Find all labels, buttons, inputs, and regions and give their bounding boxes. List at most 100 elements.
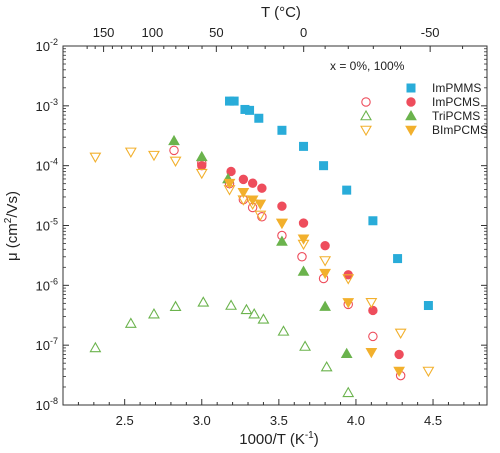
point-tripcms-x-0 — [169, 300, 182, 311]
x-tick-label: 4.0 — [347, 413, 365, 428]
point-bimpcms-x-0 — [365, 298, 378, 309]
legend-marker-impcms-filled — [406, 97, 416, 107]
legend-marker-bimpcms-filled — [405, 125, 417, 137]
point-impmms — [245, 105, 255, 115]
point-tripcms-x-0 — [225, 299, 238, 310]
point-bimpcms-x-0 — [148, 150, 160, 162]
legend-markers — [360, 83, 417, 137]
point-impcms-x-100 — [257, 183, 267, 193]
point-bimpcms-x-0 — [342, 274, 355, 285]
point-tripcms-x-0 — [148, 308, 160, 319]
legend-header: x = 0%, 100% — [330, 59, 405, 73]
point-bimpcms-x-0 — [195, 168, 208, 180]
point-tripcms-x-0 — [299, 340, 312, 351]
top-axis-title: T (°C) — [261, 4, 301, 21]
x-axis-title: 1000/T (K-1) — [239, 430, 319, 448]
y-tick-label: 10-7 — [36, 336, 58, 353]
point-tripcms-x-0 — [89, 341, 102, 353]
point-impmms — [319, 161, 329, 171]
point-impcms-x-100 — [320, 240, 330, 251]
point-impmms — [423, 301, 433, 311]
point-tripcms-x-100 — [195, 150, 208, 162]
point-bimpcms-x-100 — [223, 178, 236, 190]
top-tick-label: -50 — [421, 25, 440, 40]
point-impcms-x-100 — [277, 201, 287, 211]
point-bimpcms-x-0 — [254, 210, 267, 222]
point-impmms — [299, 141, 309, 151]
point-bimpcms-x-100 — [365, 348, 378, 359]
x-tick-label: 4.5 — [424, 413, 442, 428]
y-tick-label: 10-5 — [36, 217, 58, 234]
x-tick-label: 3.0 — [193, 413, 211, 428]
point-impcms-x-0 — [368, 331, 378, 342]
point-impcms-x-0 — [297, 252, 307, 262]
point-tripcms-x-100 — [319, 300, 331, 311]
point-impmms — [229, 96, 239, 106]
top-tick-label: 0 — [300, 25, 307, 40]
legend-marker-bimpcms-open — [360, 125, 372, 137]
plot-frame: 2.5 3.0 3.5 4.0 4.5 10-8 10-7 10-6 10-5 10-4 10-3 1… — [36, 25, 488, 428]
x-tick-label: 2.5 — [116, 413, 134, 428]
point-impcms-x-0 — [169, 145, 179, 156]
point-impcms-x-100 — [226, 166, 236, 177]
point-impcms-x-100 — [368, 305, 378, 316]
point-tripcms-x-0 — [248, 308, 261, 319]
y-axis-title: μ (cm2/Vs) — [3, 191, 21, 261]
y-tick-label: 10-2 — [36, 37, 58, 54]
point-bimpcms-x-0 — [422, 366, 435, 378]
point-tripcms-x-0 — [124, 317, 137, 328]
point-bimpcms-x-0 — [394, 328, 407, 340]
point-bimpcms-x-0 — [124, 147, 137, 158]
y-tick-label: 10-6 — [36, 276, 58, 293]
legend: x = 0%, 100% ImPMMS ImPCMS TriPCMS BImPC… — [330, 59, 488, 137]
point-impcms-x-100 — [238, 174, 249, 185]
point-impmms — [393, 254, 403, 264]
point-tripcms-x-0 — [320, 360, 333, 372]
legend-marker-impcms-open — [361, 97, 371, 107]
legend-marker-tripcms-open — [360, 109, 372, 121]
data-points — [89, 96, 435, 398]
legend-label-impcms: ImPCMS — [432, 95, 480, 109]
point-impmms — [342, 185, 352, 195]
point-bimpcms-x-0 — [319, 256, 332, 267]
top-tick-label: 150 — [93, 25, 115, 40]
point-tripcms-x-100 — [168, 134, 180, 146]
point-tripcms-x-100 — [297, 265, 310, 276]
point-tripcms-x-0 — [277, 325, 290, 336]
legend-marker-impmms — [406, 83, 416, 93]
point-impcms-x-0 — [257, 212, 267, 222]
point-bimpcms-x-100 — [254, 199, 267, 210]
point-impcms-x-100 — [247, 178, 258, 188]
point-impcms-x-100 — [394, 349, 404, 360]
point-impmms — [277, 125, 287, 135]
point-tripcms-x-100 — [276, 235, 288, 246]
plot-border — [62, 45, 488, 406]
y-tick-label: 10-8 — [36, 396, 58, 413]
legend-label-impmms: ImPMMS — [432, 81, 481, 95]
point-impmms — [254, 113, 264, 123]
legend-label-bimpcms: BImPCMS — [432, 123, 488, 137]
y-tick-label: 10-3 — [36, 97, 58, 114]
point-tripcms-x-100 — [340, 347, 353, 358]
point-impcms-x-100 — [197, 160, 207, 171]
point-tripcms-x-0 — [197, 296, 210, 307]
point-bimpcms-x-0 — [169, 156, 182, 168]
y-tick-label: 10-4 — [36, 157, 58, 174]
point-tripcms-x-0 — [257, 313, 270, 324]
point-bimpcms-x-100 — [342, 298, 355, 309]
point-bimpcms-x-100 — [319, 268, 331, 280]
legend-marker-tripcms-filled — [405, 109, 417, 121]
top-tick-label: 50 — [209, 25, 223, 40]
point-bimpcms-x-0 — [89, 152, 102, 164]
point-bimpcms-x-100 — [393, 366, 405, 378]
top-tick-label: 100 — [142, 25, 164, 40]
point-impcms-x-100 — [298, 218, 309, 228]
legend-label-tripcms: TriPCMS — [432, 109, 480, 123]
point-bimpcms-x-100 — [276, 218, 288, 230]
x-tick-label: 3.5 — [270, 413, 288, 428]
point-impmms — [368, 216, 378, 226]
point-tripcms-x-0 — [342, 386, 355, 398]
point-bimpcms-x-100 — [297, 234, 310, 245]
point-bimpcms-x-100 — [237, 187, 250, 199]
